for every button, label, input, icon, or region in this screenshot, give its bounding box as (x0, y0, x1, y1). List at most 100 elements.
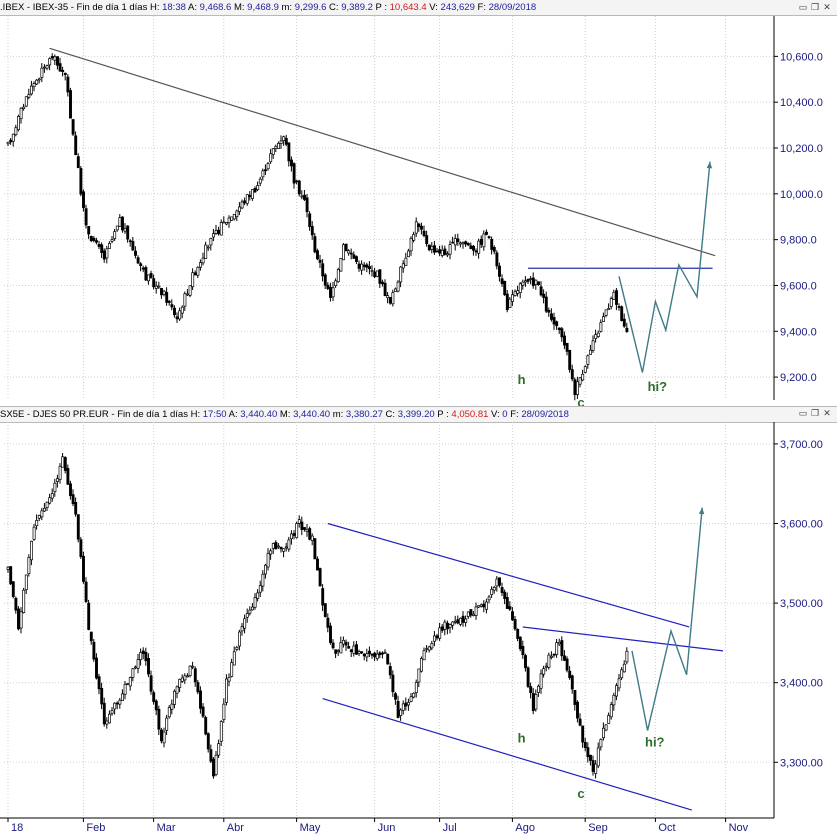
candle-body (394, 288, 397, 292)
header-field-label: m: (330, 409, 346, 420)
candle-body (420, 225, 423, 230)
candle (375, 649, 379, 661)
candle-body (381, 281, 384, 285)
candle (173, 689, 176, 709)
candle-body (287, 142, 291, 162)
candle-body (204, 244, 208, 259)
candle-body (396, 281, 400, 292)
candle (214, 224, 218, 236)
sx5e-minimize-icon[interactable]: ▭ (798, 408, 808, 418)
sx5e-close-icon[interactable]: ✕ (823, 408, 831, 418)
candle (563, 649, 566, 662)
candle-body (266, 163, 270, 170)
candle-body (162, 731, 166, 744)
candle (295, 179, 299, 185)
candle-body (339, 258, 343, 272)
candle-body (277, 545, 280, 548)
candle-body (443, 248, 447, 255)
candle-body (477, 240, 481, 254)
candle-body (22, 589, 26, 613)
candle (147, 274, 150, 285)
candle-body (615, 685, 618, 697)
candle-body (152, 692, 156, 702)
candle-body (589, 349, 592, 355)
candle (30, 540, 33, 566)
candle-body (407, 702, 410, 706)
candle (472, 611, 475, 617)
x-tick-label: Sep (588, 822, 608, 834)
candle (472, 244, 475, 256)
candle-body (508, 298, 512, 309)
candle-body (347, 646, 351, 649)
candle (201, 703, 205, 719)
candle-body (56, 478, 59, 483)
candle (336, 267, 340, 283)
candle-body (446, 253, 449, 256)
candle (581, 369, 585, 382)
candle (482, 230, 486, 251)
candle (97, 240, 101, 250)
candle (108, 241, 111, 249)
ibex-minimize-icon[interactable]: ▭ (798, 2, 808, 12)
candle-body (214, 230, 218, 234)
candle-body (115, 225, 119, 231)
candle-body (212, 758, 215, 777)
candle-body (292, 533, 296, 536)
candle-body (131, 668, 135, 678)
candle (17, 114, 20, 132)
candle (113, 702, 117, 715)
header-field-value: 0 (502, 409, 508, 420)
candle (524, 276, 527, 287)
candle (245, 194, 249, 206)
candle-body (316, 558, 319, 571)
candle-body (383, 282, 387, 297)
x-tick-label: Jun (378, 822, 396, 834)
candle (24, 96, 28, 108)
ibex-close-icon[interactable]: ✕ (823, 2, 831, 12)
candle (589, 344, 592, 355)
candle (32, 81, 36, 92)
candle (500, 274, 504, 287)
candle-body (108, 713, 111, 724)
candle (84, 204, 88, 229)
candle (284, 134, 288, 147)
candle-body (279, 546, 283, 550)
candle (248, 191, 252, 201)
x-tick-label: Ago (515, 822, 535, 834)
candle (76, 153, 80, 169)
candle (360, 260, 364, 275)
candle (232, 213, 236, 221)
candle-body (82, 555, 85, 582)
candle-body (362, 264, 366, 267)
candle (573, 377, 577, 401)
sx5e-restore-icon[interactable]: ❐ (810, 408, 820, 418)
candle-body (435, 250, 439, 253)
ibex-restore-icon[interactable]: ❐ (810, 2, 820, 12)
candle-body (602, 727, 605, 739)
candle-body (284, 137, 288, 145)
candle-body (173, 307, 176, 316)
candle-body (19, 611, 23, 629)
candle-body (607, 715, 611, 724)
candle-body (43, 66, 46, 69)
candle (27, 88, 31, 100)
candle (69, 87, 72, 119)
candle-body (526, 667, 530, 687)
candle (531, 272, 535, 289)
projection-arrowhead (706, 161, 713, 169)
candle (128, 239, 132, 247)
candle (24, 574, 28, 594)
candle (35, 78, 39, 86)
candle-body (607, 308, 611, 310)
candle-body (264, 169, 267, 172)
candle-body (446, 622, 449, 630)
candle-body (347, 250, 351, 254)
header-field-value: 9,468.9 (247, 2, 279, 13)
candle (391, 670, 395, 697)
header-field-value: 17:50 (202, 409, 227, 420)
candle-body (417, 223, 421, 228)
candle-body (162, 290, 166, 295)
candle (550, 308, 553, 322)
candle-body (115, 702, 119, 705)
candle-body (576, 381, 579, 395)
